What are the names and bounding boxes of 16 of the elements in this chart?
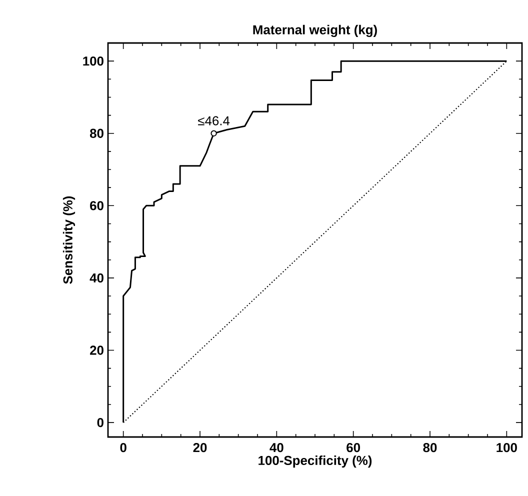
y-tick-label: 0 xyxy=(97,418,104,428)
y-tick-label: 20 xyxy=(90,346,104,355)
y-tick-label: 80 xyxy=(90,128,104,138)
x-tick-label: 0 xyxy=(120,443,126,452)
x-tick-label: 40 xyxy=(270,443,284,452)
x-tick-label: 20 xyxy=(193,443,207,452)
x-axis-title: 100-Specificity (%) xyxy=(258,456,372,468)
annotation: ≤46.4 xyxy=(198,116,230,126)
y-tick-label: 60 xyxy=(90,201,104,210)
x-tick-label: 60 xyxy=(346,443,360,452)
y-tick-label: 40 xyxy=(90,273,104,283)
chart-title: Maternal weight (kg) xyxy=(253,24,377,38)
y-axis-title: Sensitivity (%) xyxy=(62,196,76,284)
x-tick-label: 80 xyxy=(423,443,437,452)
x-tick-label: 100 xyxy=(496,443,517,452)
y-tick-label: 100 xyxy=(83,56,104,66)
